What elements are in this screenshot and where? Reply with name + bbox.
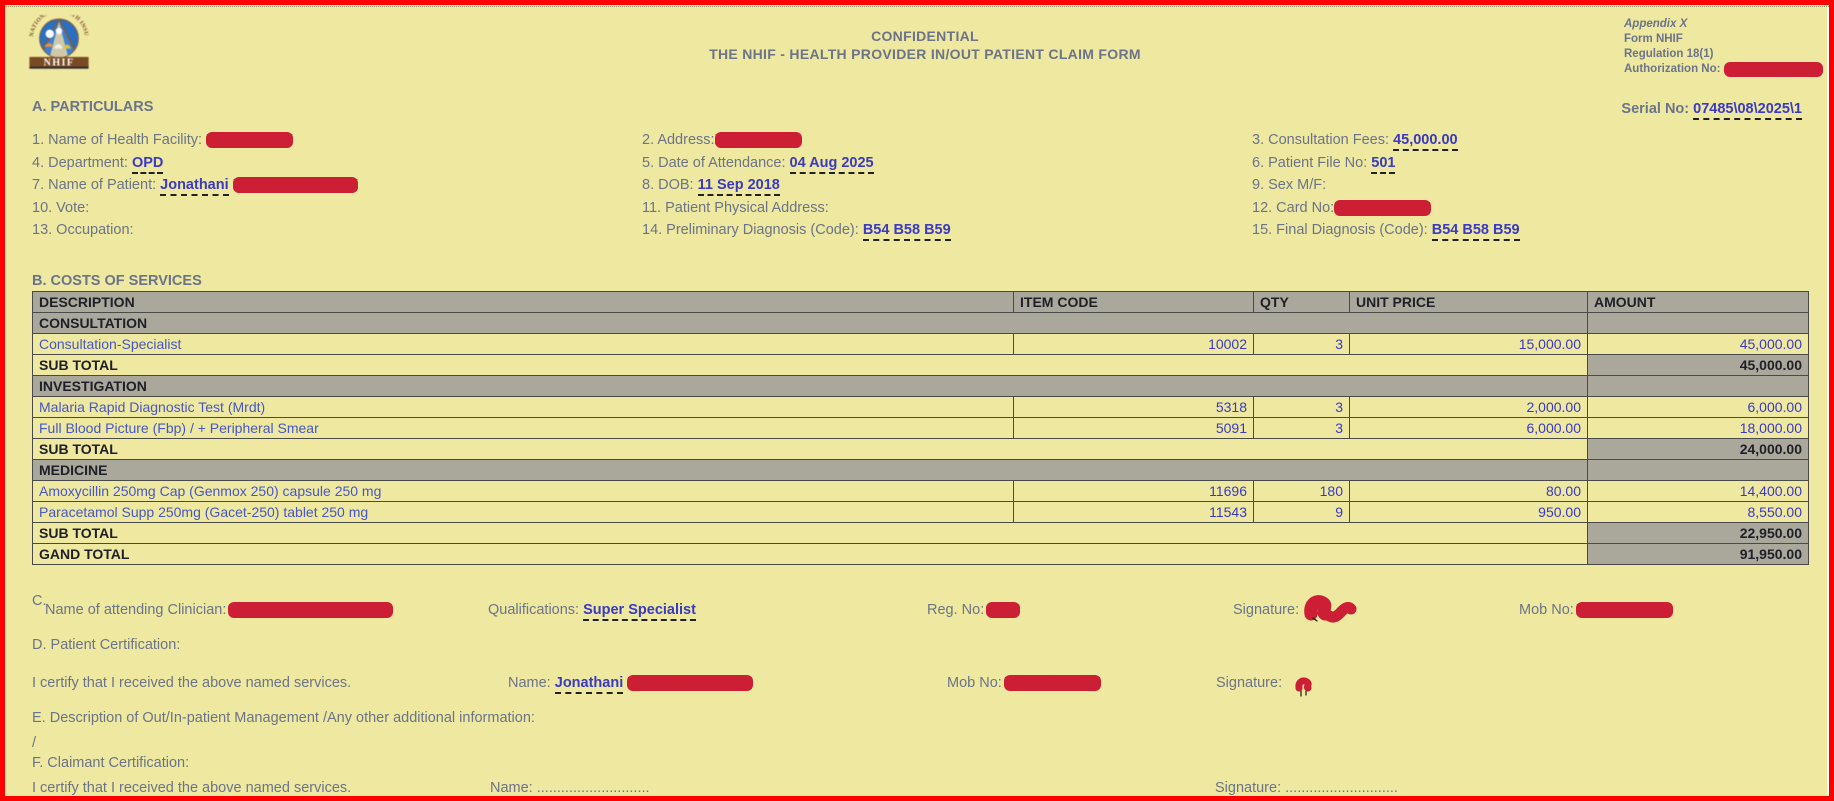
- svg-text:NHIF: NHIF: [44, 57, 75, 68]
